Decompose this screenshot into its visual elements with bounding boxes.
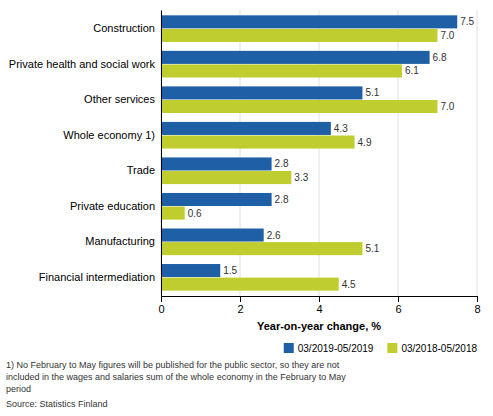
legend-item: 03/2019-05/2019 <box>284 343 374 354</box>
x-axis: 0 2 4 6 8 <box>158 296 480 315</box>
data-label: 2.8 <box>275 158 289 169</box>
plot: 7.5 6.8 5.1 4.3 2.8 2.8 2.6 1.5 7.0 6.1 7.0 4.9 3.3 0… <box>9 10 481 354</box>
tick-label: 2 <box>237 303 243 315</box>
tick-mark <box>477 296 478 302</box>
bar <box>161 193 272 206</box>
bar <box>161 51 430 64</box>
bar <box>161 228 264 241</box>
bar <box>161 64 402 77</box>
data-label: 3.3 <box>294 172 308 183</box>
tick: Manufacturing <box>85 235 161 247</box>
data-label: 0.6 <box>188 208 202 219</box>
data-label: 4.3 <box>334 123 348 134</box>
data-label: 4.9 <box>358 137 372 148</box>
bar <box>161 171 291 184</box>
bar <box>161 136 355 149</box>
bar <box>161 29 438 42</box>
legend-item: 03/2018-05/2018 <box>387 343 477 354</box>
annotation: included in the wages and salaries sum o… <box>6 372 346 382</box>
annotation: 1) No February to May figures will be pu… <box>6 360 340 370</box>
tick: 0 <box>158 296 164 315</box>
x-axis-title: Year-on-year change, % <box>257 320 381 332</box>
chart: 7.5 6.8 5.1 4.3 2.8 2.8 2.6 1.5 7.0 6.1 7.0 4.9 3.3 0… <box>0 0 493 416</box>
annotation: period <box>6 384 31 394</box>
bar <box>161 264 220 277</box>
tick-label: 8 <box>474 303 480 315</box>
tick-label: Financial intermediation <box>39 271 155 283</box>
bar <box>161 242 362 255</box>
bar <box>161 278 339 291</box>
annotation: Source: Statistics Finland <box>6 399 108 409</box>
tick-label: Trade <box>127 164 155 176</box>
bar <box>161 100 438 113</box>
bar <box>161 86 362 99</box>
tick-label: 6 <box>395 303 401 315</box>
bar <box>161 157 272 170</box>
data-label: 5.1 <box>365 243 379 254</box>
tick-label: Construction <box>93 22 155 34</box>
data-label: 7.0 <box>441 101 455 112</box>
data-label: 5.1 <box>365 87 379 98</box>
data-label: 2.8 <box>275 194 289 205</box>
tick-label: Private health and social work <box>9 58 156 70</box>
tick: Other services <box>84 93 161 105</box>
grid-line <box>477 10 478 296</box>
tick: Whole economy 1) <box>63 129 161 141</box>
bar <box>161 207 185 220</box>
tick-label: Manufacturing <box>85 235 155 247</box>
bars <box>161 15 457 290</box>
tick-mark <box>161 296 162 302</box>
data-label: 2.6 <box>267 230 281 241</box>
tick: Private education <box>70 200 161 212</box>
legend-swatch <box>387 343 397 353</box>
bar <box>161 122 331 135</box>
tick-label: Private education <box>70 200 155 212</box>
data-label: 7.0 <box>441 30 455 41</box>
data-label: 6.1 <box>405 65 419 76</box>
axis-line <box>161 11 162 297</box>
grid <box>161 10 477 296</box>
tick-label: Whole economy 1) <box>63 129 155 141</box>
axis-line <box>162 297 478 303</box>
grid-line <box>161 10 162 296</box>
data-label: 6.8 <box>433 52 447 63</box>
data-label: 7.5 <box>460 16 474 27</box>
tick: 4 <box>316 296 322 315</box>
tick-label: 4 <box>316 303 322 315</box>
legend-label: 03/2018-05/2018 <box>401 343 477 354</box>
data-label: 1.5 <box>223 265 237 276</box>
tick: Construction <box>93 22 161 34</box>
tick-label: Other services <box>84 93 155 105</box>
tick: Private health and social work <box>9 58 161 70</box>
tick-label: 0 <box>158 303 164 315</box>
footnotes: 1) No February to May figures will be pu… <box>6 360 346 409</box>
tick: Financial intermediation <box>39 271 161 283</box>
y-axis: Construction Private health and social wo… <box>9 11 162 297</box>
tick: 6 <box>395 296 401 315</box>
legend-swatch <box>284 343 294 353</box>
tick-mark <box>240 296 241 302</box>
tick: 2 <box>237 296 243 315</box>
tick: 8 <box>474 296 480 315</box>
tick-mark <box>398 296 399 302</box>
bar <box>161 15 457 28</box>
tick: Trade <box>127 164 161 176</box>
data-labels: 7.5 6.8 5.1 4.3 2.8 2.8 2.6 1.5 7.0 6.1 7.0 4.9 3.3 0… <box>188 16 475 289</box>
legend-label: 03/2019-05/2019 <box>298 343 374 354</box>
data-label: 4.5 <box>342 279 356 290</box>
legend: 03/2019-05/2019 03/2018-05/2018 <box>284 343 478 354</box>
tick-mark <box>319 296 320 302</box>
